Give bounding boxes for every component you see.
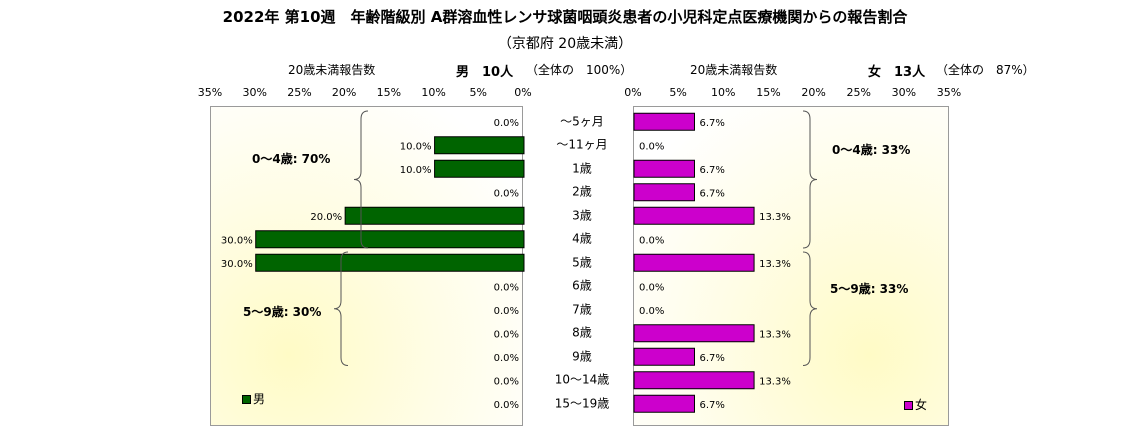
female-data-label: 13.3% <box>759 212 791 223</box>
tick-label-f: 5% <box>669 86 687 99</box>
female-data-label: 6.7% <box>699 165 724 176</box>
male-plot-area: 0.0% 10.0% 10.0% 0.0% 20.0% 30.0% 30.0% 0.0% 0.0… <box>210 106 525 426</box>
male-data-label: 10.0% <box>400 165 432 176</box>
tick-label-m: 0% <box>514 86 532 99</box>
tick-label-m: 20% <box>331 86 357 99</box>
tick-label-m: 25% <box>287 86 312 99</box>
legend-label-male: 男 <box>253 392 266 406</box>
chart-subtitle: （京都府 20歳未満） <box>497 36 633 52</box>
female-data-label: 6.7% <box>699 400 724 411</box>
female-data-label: 0.0% <box>639 141 664 152</box>
female-data-label: 13.3% <box>759 329 791 340</box>
female-bar <box>633 183 695 202</box>
category-label: 15～19歳 <box>554 396 610 411</box>
female-bar <box>633 347 695 366</box>
male-header-caption: 20歳未満報告数 <box>288 63 376 77</box>
male-data-label: 0.0% <box>494 188 519 199</box>
tick-label-f: 10% <box>711 86 736 99</box>
female-group-label: 0～4歳: 33% <box>832 142 911 157</box>
male-data-label: 30.0% <box>221 259 253 270</box>
male-bar <box>434 136 525 155</box>
female-data-label: 13.3% <box>759 376 791 387</box>
legend-swatch-female <box>904 401 913 410</box>
female-data-label: 0.0% <box>639 306 664 317</box>
category-label: 2歳 <box>572 184 592 199</box>
male-data-label: 0.0% <box>494 329 519 340</box>
female-plot-area: 6.7% 0.0% 6.7% 6.7% 13.3% 0.0% 13.3% 0.0% 0.0% 13… <box>633 106 949 426</box>
female-bar <box>633 206 755 225</box>
category-label: 5歳 <box>572 255 592 270</box>
male-header-note: （全体の 100%） <box>526 63 633 77</box>
tick-label-m: 15% <box>376 86 402 99</box>
male-data-label: 0.0% <box>494 306 519 317</box>
male-data-label: 0.0% <box>494 118 519 129</box>
tick-label-f: 35% <box>936 86 962 99</box>
female-data-label: 6.7% <box>699 118 724 129</box>
female-data-label: 6.7% <box>699 188 724 199</box>
female-group-label: 5～9歳: 33% <box>830 281 909 296</box>
tick-label-m: 35% <box>197 86 223 99</box>
female-header-note: （全体の 87%） <box>936 63 1035 77</box>
male-data-label: 0.0% <box>494 282 519 293</box>
legend-male: 男 <box>242 390 265 407</box>
male-bar <box>255 230 525 249</box>
category-label: 9歳 <box>572 349 592 364</box>
tick-label-f: 0% <box>624 86 642 99</box>
female-header-caption: 20歳未満報告数 <box>690 63 778 77</box>
female-bar <box>633 371 755 390</box>
tick-label-m: 5% <box>469 86 488 99</box>
male-data-label: 0.0% <box>494 376 519 387</box>
category-label: 10～14歳 <box>554 372 610 387</box>
legend-label-female: 女 <box>915 398 928 412</box>
category-label: 1歳 <box>572 161 592 176</box>
tick-label-m: 10% <box>421 86 446 99</box>
tick-label-m: 30% <box>242 86 267 99</box>
female-bar <box>633 112 695 131</box>
male-bar <box>344 206 525 225</box>
male-data-label: 0.0% <box>494 353 519 364</box>
female-data-label: 0.0% <box>639 282 664 293</box>
male-group-label: 5～9歳: 30% <box>243 304 322 319</box>
female-data-label: 13.3% <box>759 259 791 270</box>
male-bar <box>255 253 525 272</box>
category-label: 8歳 <box>572 325 592 340</box>
category-label: ～5ヶ月 <box>560 114 604 129</box>
tick-label-f: 15% <box>756 86 781 99</box>
female-bar <box>633 159 695 178</box>
female-bar <box>633 253 755 272</box>
tick-label-f: 25% <box>846 86 871 99</box>
male-data-label: 30.0% <box>221 235 253 246</box>
category-label: 6歳 <box>572 278 592 293</box>
female-bars: 6.7% 0.0% 6.7% 6.7% 13.3% 0.0% 13.3% 0.0% 0.0% 13… <box>633 112 791 413</box>
male-group-label: 0～4歳: 70% <box>252 151 331 166</box>
chart-title: 2022年 第10週 年齢階級別 A群溶血性レンサ球菌咽頭炎患者の小児科定点医療… <box>222 8 908 26</box>
female-data-label: 6.7% <box>699 353 724 364</box>
female-bar <box>633 324 755 343</box>
tick-label-f: 30% <box>891 86 917 99</box>
category-label: ～11ヶ月 <box>556 137 608 152</box>
male-data-label: 10.0% <box>400 141 432 152</box>
category-label: 4歳 <box>572 231 592 246</box>
male-header-count: 男 10人 <box>456 65 514 80</box>
tick-label-f: 20% <box>801 86 826 99</box>
female-data-label: 0.0% <box>639 235 664 246</box>
category-label: 7歳 <box>572 302 592 317</box>
legend-female: 女 <box>904 396 927 413</box>
legend-swatch-male <box>242 395 251 404</box>
category-label: 3歳 <box>572 208 592 223</box>
male-bar <box>434 159 525 178</box>
male-bars: 0.0% 10.0% 10.0% 0.0% 20.0% 30.0% 30.0% 0.0% 0.0… <box>221 118 525 411</box>
male-data-label: 0.0% <box>494 400 519 411</box>
female-bar <box>633 394 695 413</box>
female-header-count: 女 13人 <box>868 65 926 80</box>
male-data-label: 20.0% <box>310 212 342 223</box>
